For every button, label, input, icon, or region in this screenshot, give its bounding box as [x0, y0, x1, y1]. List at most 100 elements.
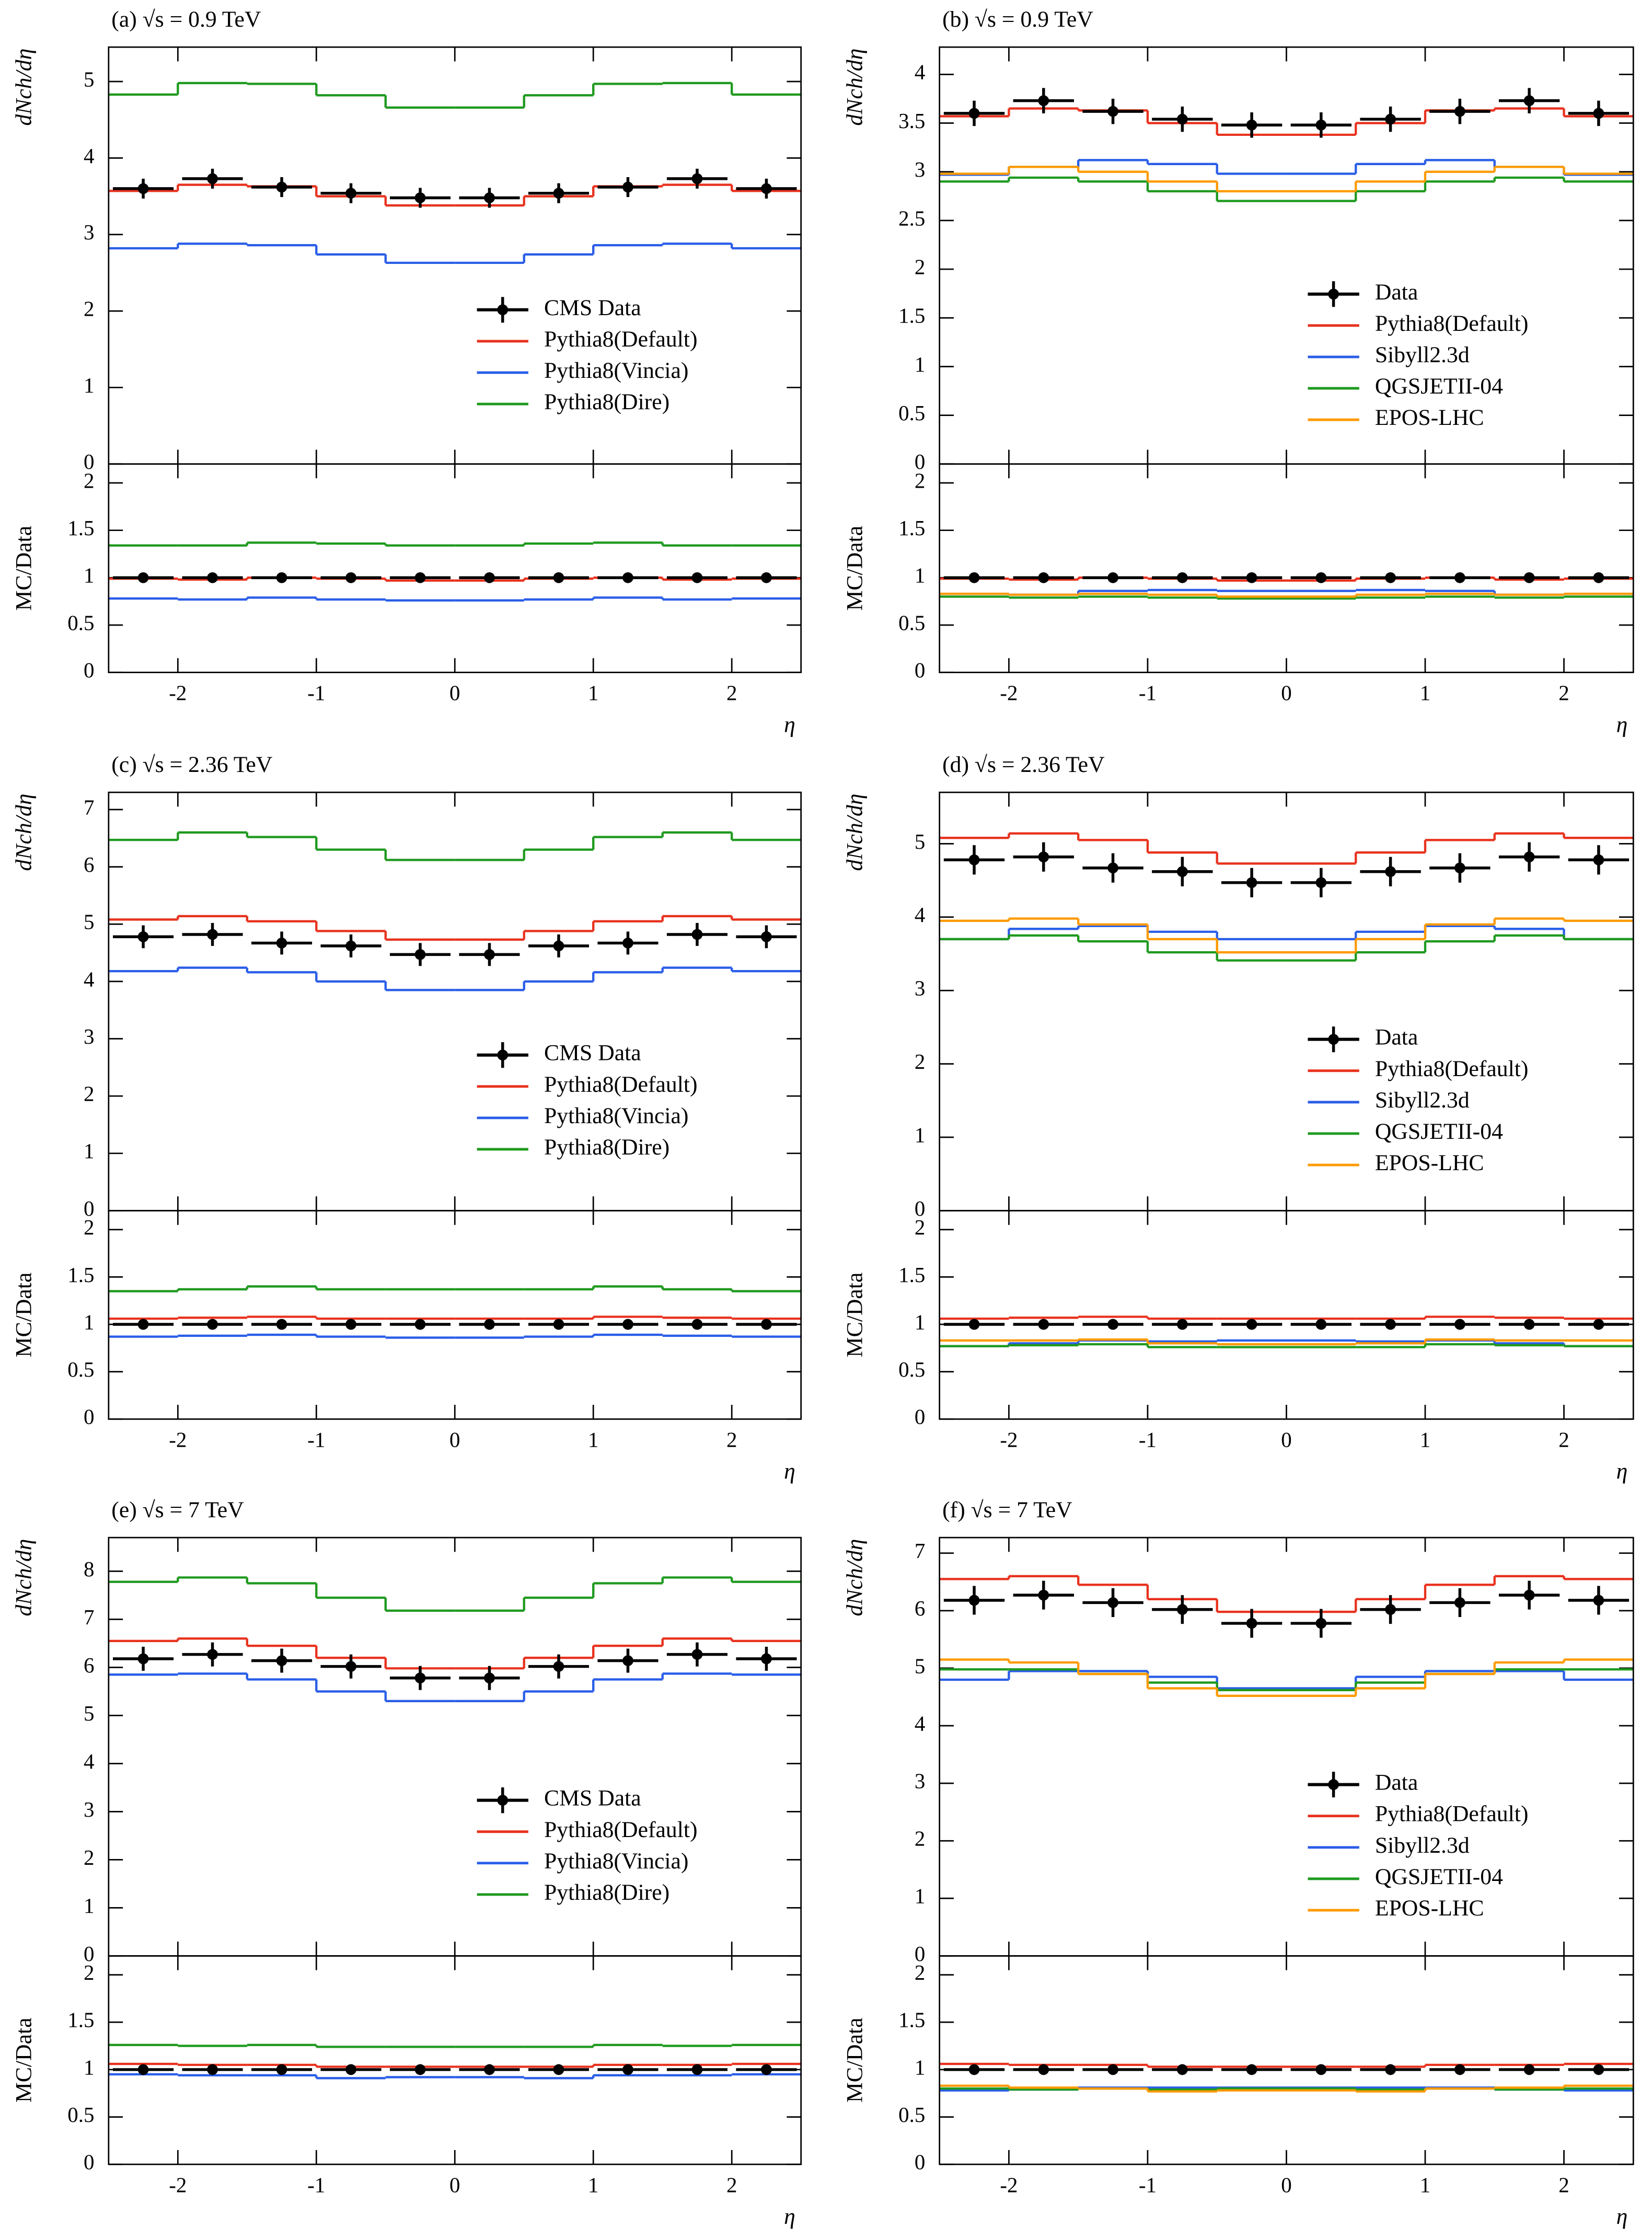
data-point — [1176, 113, 1188, 125]
y-tick-label: 3 — [84, 1797, 94, 1821]
x-tick-label: -1 — [1139, 681, 1157, 705]
data-point — [622, 181, 633, 193]
y-tick-label: 1 — [84, 1310, 94, 1334]
legend-label: CMS Data — [544, 1041, 641, 1066]
y-tick-label: 0 — [84, 449, 94, 474]
legend-swatch — [1328, 288, 1339, 300]
y-tick-label: 0 — [915, 1196, 925, 1220]
data-point — [1038, 1319, 1049, 1330]
legend-label: Data — [1375, 1025, 1418, 1050]
legend-label: CMS Data — [544, 295, 641, 320]
data-point — [691, 2064, 703, 2075]
data-point — [1454, 2064, 1465, 2075]
data-point — [761, 931, 772, 942]
x-tick-label: -1 — [307, 2173, 325, 2197]
legend-swatch — [1328, 1779, 1339, 1790]
data-point — [207, 173, 218, 184]
data-point — [345, 940, 356, 952]
x-tick-label: -2 — [1000, 681, 1018, 705]
y-tick-label: 1 — [915, 563, 925, 587]
x-tick-label: 2 — [726, 2173, 737, 2197]
data-point — [1176, 866, 1188, 877]
data-point — [414, 1672, 426, 1684]
y-tick-label: 0.5 — [67, 1357, 94, 1381]
y-tick-label: 0 — [915, 1405, 925, 1429]
y-tick-label: 2 — [84, 468, 94, 492]
x-tick-label: 2 — [726, 681, 737, 705]
y-axis-label: dNch/dη — [842, 49, 867, 126]
legend-swatch — [1328, 1034, 1339, 1045]
y-tick-label: 1.5 — [898, 516, 925, 540]
data-point — [484, 949, 495, 960]
data-point — [1107, 1597, 1118, 1608]
data-point — [1385, 1604, 1396, 1615]
data-point — [1038, 95, 1049, 107]
data-point — [1385, 866, 1396, 877]
legend-swatch — [497, 304, 509, 316]
y-tick-label: 1.5 — [898, 1263, 925, 1287]
y-tick-label: 3 — [84, 220, 94, 244]
x-tick-label: 1 — [588, 2173, 598, 2197]
y-tick-label: 4 — [915, 1711, 925, 1735]
y-tick-label: 1 — [915, 1310, 925, 1334]
x-tick-label: -1 — [1139, 1427, 1157, 1451]
data-point — [137, 183, 149, 194]
legend-label: Pythia8(Default) — [544, 1072, 698, 1097]
x-axis-label: η — [784, 2204, 795, 2229]
data-point — [1246, 2064, 1257, 2075]
legend-label: Pythia8(Default) — [544, 1817, 698, 1842]
y-tick-label: 7 — [84, 795, 94, 819]
data-point — [484, 1672, 495, 1684]
data-point — [414, 949, 426, 960]
x-tick-label: -1 — [307, 681, 325, 705]
data-point — [968, 1319, 980, 1330]
y-tick-label: 3 — [915, 157, 925, 181]
x-tick-label: 1 — [1420, 1427, 1430, 1451]
data-point — [345, 1661, 356, 1672]
data-point — [1246, 877, 1257, 888]
plot-frame — [939, 1210, 1634, 1420]
data-point — [1315, 2064, 1327, 2075]
data-point — [1523, 851, 1535, 863]
data-point — [622, 1655, 633, 1666]
data-point — [968, 1595, 980, 1606]
data-point — [345, 1319, 356, 1330]
y-axis-label: MC/Data — [842, 526, 867, 611]
y-tick-label: 4 — [84, 144, 94, 168]
y-tick-label: 0 — [84, 1405, 94, 1429]
data-point — [761, 183, 772, 194]
y-axis-label: dNch/dη — [842, 1539, 867, 1617]
y-tick-label: 3 — [84, 1024, 94, 1048]
data-point — [968, 2064, 980, 2075]
data-point — [207, 2064, 218, 2075]
data-point — [691, 572, 703, 583]
y-tick-label: 1.5 — [67, 1263, 94, 1287]
legend-label: EPOS-LHC — [1375, 1150, 1484, 1175]
data-point — [622, 572, 633, 583]
x-tick-label: 1 — [1420, 2173, 1430, 2197]
y-tick-label: 4 — [84, 1749, 94, 1773]
data-point — [1315, 877, 1327, 888]
legend-label: Sibyll2.3d — [1375, 342, 1470, 367]
data-point — [484, 2064, 495, 2075]
legend-swatch — [497, 1049, 509, 1061]
data-point — [276, 2064, 287, 2075]
data-point — [1385, 2064, 1396, 2075]
y-tick-label: 4 — [915, 903, 925, 927]
data-point — [484, 192, 495, 203]
legend-label: Pythia8(Dire) — [544, 389, 669, 414]
x-tick-label: 2 — [1558, 2173, 1569, 2197]
data-point — [1454, 862, 1465, 874]
data-point — [345, 2064, 356, 2075]
y-axis-label: MC/Data — [842, 2018, 867, 2103]
y-tick-label: 6 — [84, 1653, 94, 1677]
panel-title: (c) √s = 2.36 TeV — [111, 752, 272, 777]
legend-label: Pythia8(Default) — [1375, 1056, 1529, 1081]
data-point — [207, 572, 218, 583]
y-tick-label: 2 — [84, 1082, 94, 1106]
data-point — [761, 2064, 772, 2075]
data-point — [207, 929, 218, 940]
y-tick-label: 0.5 — [898, 2103, 925, 2127]
data-point — [1176, 1319, 1188, 1330]
